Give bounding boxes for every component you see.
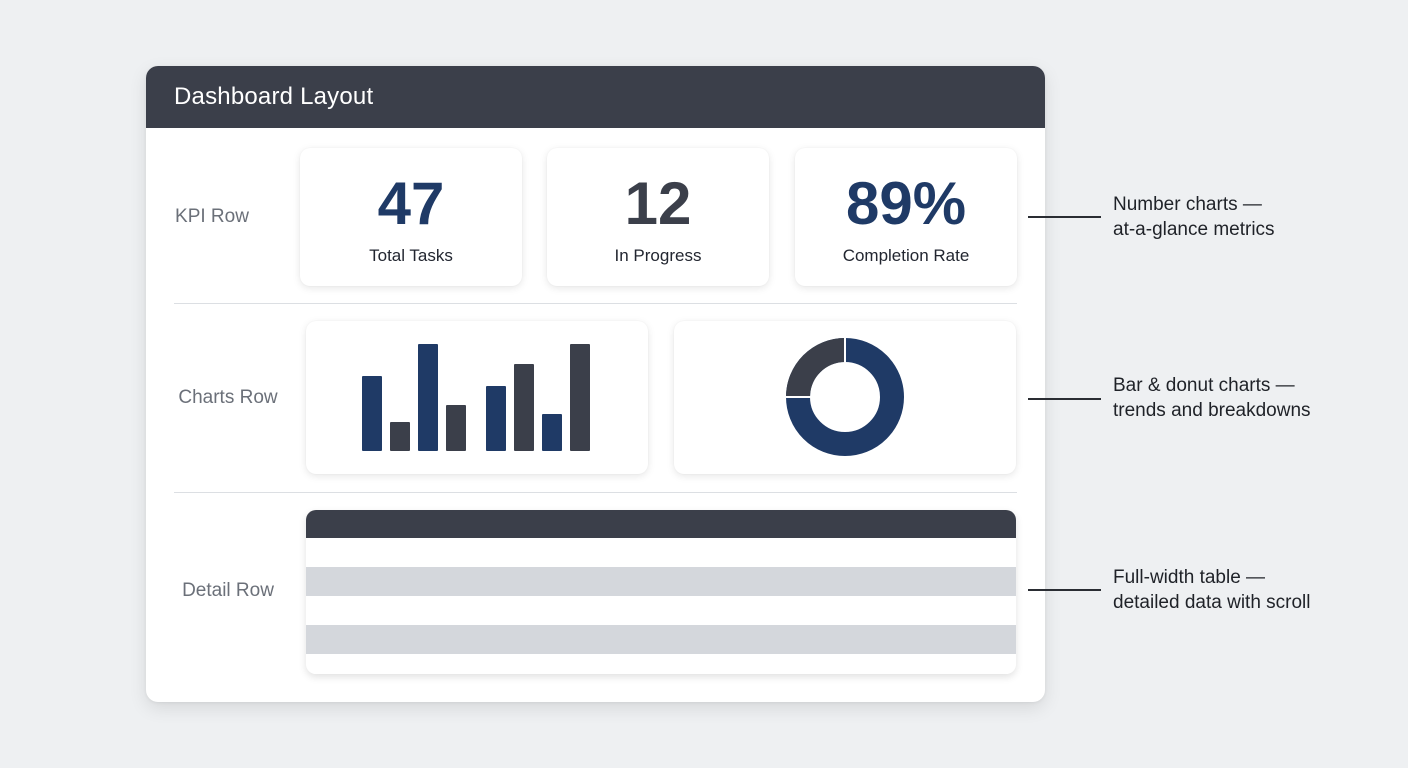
bar <box>390 422 410 451</box>
annotation-line2: detailed data with scroll <box>1113 592 1311 613</box>
bar-chart-card[interactable] <box>306 321 648 474</box>
kpi-card-total-tasks[interactable]: 47 Total Tasks <box>300 148 522 286</box>
table-row[interactable] <box>306 625 1016 654</box>
kpi-value: 89% <box>845 170 967 237</box>
donut-chart <box>785 337 904 456</box>
annotation-line1: Bar & donut charts — <box>1113 375 1295 396</box>
bar <box>486 386 506 451</box>
donut-chart-card[interactable] <box>674 321 1016 474</box>
row-label-detail: Detail Row <box>182 580 274 601</box>
bar <box>570 344 590 451</box>
annotation-connector <box>1028 216 1101 218</box>
detail-table[interactable] <box>306 510 1016 674</box>
annotation-line2: trends and breakdowns <box>1113 400 1311 421</box>
row-divider <box>174 303 1017 304</box>
annotation-line1: Number charts — <box>1113 194 1262 215</box>
table-row[interactable] <box>306 654 1016 674</box>
kpi-card-in-progress[interactable]: 12 In Progress <box>547 148 769 286</box>
table-header <box>306 510 1016 538</box>
frame-header: Dashboard Layout <box>146 66 1045 128</box>
annotation-kpi: Number charts — at-a-glance metrics <box>1113 192 1275 242</box>
annotation-connector <box>1028 398 1101 400</box>
row-divider <box>174 492 1017 493</box>
kpi-label: Completion Rate <box>842 246 970 265</box>
bar <box>418 344 438 451</box>
annotation-detail: Full-width table — detailed data with sc… <box>1113 565 1311 615</box>
annotation-line2: at-a-glance metrics <box>1113 219 1275 240</box>
table-row[interactable] <box>306 538 1016 567</box>
kpi-value: 12 <box>624 170 692 237</box>
dashboard-frame: Dashboard Layout KPI Row Charts Row Deta… <box>146 66 1045 702</box>
annotation-charts: Bar & donut charts — trends and breakdow… <box>1113 373 1311 423</box>
bar <box>514 364 534 451</box>
bar <box>542 414 562 451</box>
bar <box>446 405 466 451</box>
kpi-label: In Progress <box>614 246 702 265</box>
kpi-label: Total Tasks <box>369 246 453 265</box>
kpi-card-completion-rate[interactable]: 89% Completion Rate <box>795 148 1017 286</box>
table-row[interactable] <box>306 596 1016 625</box>
frame-title: Dashboard Layout <box>174 83 374 110</box>
kpi-value: 47 <box>377 170 445 237</box>
annotation-line1: Full-width table — <box>1113 567 1266 588</box>
row-label-kpi: KPI Row <box>175 206 249 227</box>
annotation-connector <box>1028 589 1101 591</box>
bar-chart <box>306 321 648 474</box>
row-label-charts: Charts Row <box>178 387 278 408</box>
table-row[interactable] <box>306 567 1016 596</box>
bar <box>362 376 382 451</box>
